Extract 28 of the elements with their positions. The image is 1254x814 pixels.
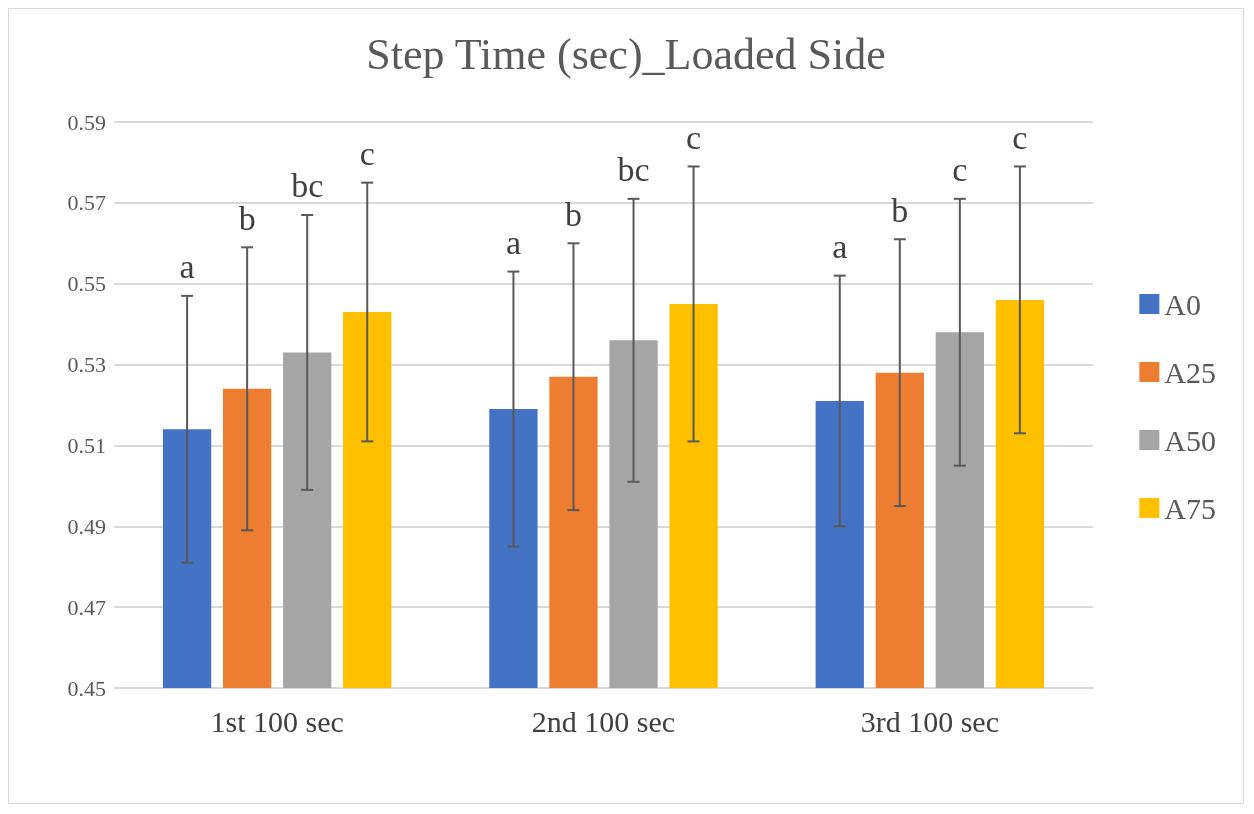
y-tick-label: 0.49: [67, 513, 106, 539]
y-tick-label: 0.59: [67, 109, 106, 135]
legend-label: A25: [1164, 355, 1217, 389]
x-tick-label: 3rd 100 sec: [860, 704, 999, 738]
legend-label: A75: [1164, 491, 1217, 525]
annotation: a: [179, 248, 195, 286]
y-tick-label: 0.53: [67, 352, 106, 378]
x-tick-label: 1st 100 sec: [210, 704, 344, 738]
y-tick-label: 0.45: [67, 675, 106, 701]
y-tick-label: 0.57: [67, 190, 106, 216]
annotation: c: [952, 151, 968, 189]
chart-title: Step Time (sec)_Loaded Side: [366, 29, 886, 79]
legend-label: A0: [1164, 287, 1202, 321]
y-tick-label: 0.51: [67, 432, 106, 458]
annotation: a: [832, 228, 848, 266]
annotation: a: [505, 224, 521, 262]
legend-label: A50: [1164, 423, 1217, 457]
annotation: bc: [617, 151, 650, 189]
annotation: c: [1012, 118, 1028, 156]
annotation: c: [686, 118, 702, 156]
annotation: c: [359, 135, 375, 173]
annotation: b: [564, 195, 582, 233]
y-tick-label: 0.47: [67, 594, 106, 620]
y-tick-label: 0.55: [67, 271, 106, 297]
annotation: b: [238, 199, 256, 237]
x-tick-label: 2nd 100 sec: [531, 704, 676, 738]
annotation: bc: [291, 167, 324, 205]
annotation: b: [891, 191, 909, 229]
